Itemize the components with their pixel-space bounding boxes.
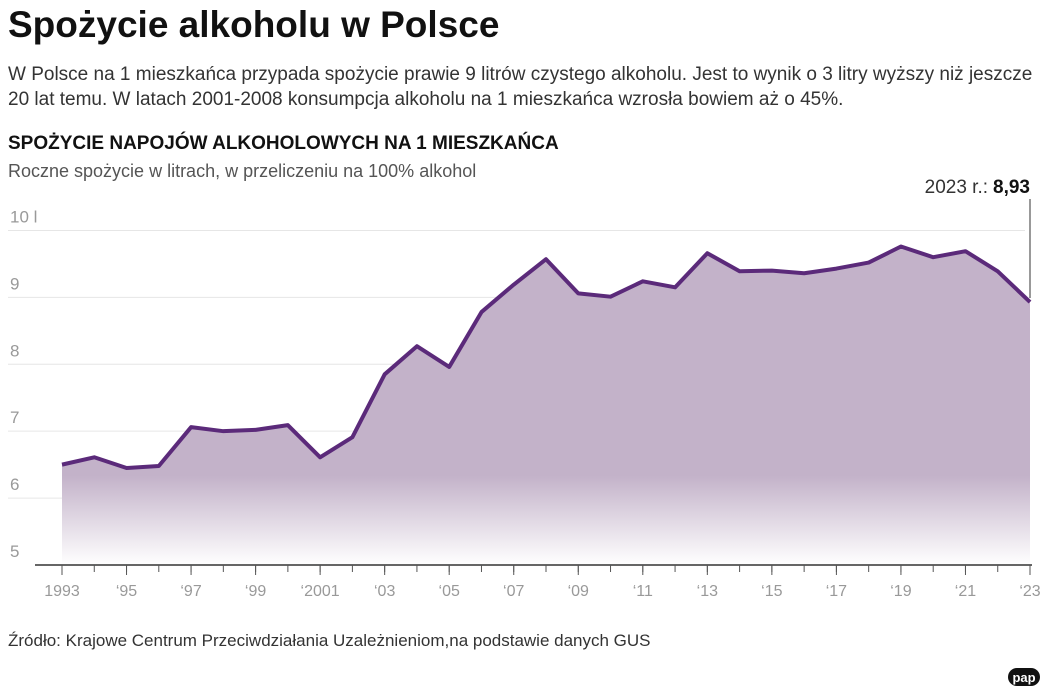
x-tick-label: ‘15 [761, 583, 782, 600]
area [62, 246, 1030, 565]
y-tick-label: 7 [10, 408, 19, 427]
chart-title: SPOŻYCIE NAPOJÓW ALKOHOLOWYCH NA 1 MIESZ… [8, 132, 559, 154]
line [61, 244, 1032, 470]
y-tick-label: 10 l [10, 207, 37, 226]
x-tick-label: ‘11 [633, 583, 653, 600]
x-tick-label: 1993 [44, 583, 80, 600]
x-tick-label: ‘97 [180, 583, 201, 600]
y-tick-label: 5 [10, 542, 19, 561]
x-tick-label: ‘23 [1019, 583, 1040, 600]
y-tick-label: 8 [10, 341, 19, 360]
y-tick-label: 6 [10, 475, 19, 494]
x-tick-label: ‘19 [890, 583, 911, 600]
annotation-text: 2023 r.: [925, 177, 988, 198]
logo-bg [1008, 668, 1040, 686]
x-tick-label: ‘95 [116, 583, 137, 600]
x-tick-label: ‘03 [374, 583, 395, 600]
y-tick-label: 9 [10, 274, 19, 293]
logo: pap [1012, 670, 1035, 685]
chart-subtitle: Roczne spożycie w litrach, w przeliczeni… [8, 161, 476, 181]
page-subtitle: W Polsce na 1 mieszkańca przypada spożyc… [8, 64, 1033, 110]
x-tick-label: ‘05 [439, 583, 460, 600]
annotation: 2023 r.: 8,93 [925, 177, 1030, 198]
x-tick-label: ‘17 [826, 583, 847, 600]
x-tick-label: ‘21 [955, 583, 976, 600]
value-label: 8,93 [993, 177, 1030, 198]
x-tick-label: ‘2001 [301, 583, 340, 600]
x-tick-label: ‘13 [697, 583, 718, 600]
x-tick-label: ‘99 [245, 583, 266, 600]
page-title: Spożycie alkoholu w Polsce [8, 4, 500, 45]
x-tick-label: ‘07 [503, 583, 524, 600]
x-tick-label: ‘09 [568, 583, 589, 600]
source: Źródło: Krajowe Centrum Przeciwdziałania… [8, 631, 651, 650]
